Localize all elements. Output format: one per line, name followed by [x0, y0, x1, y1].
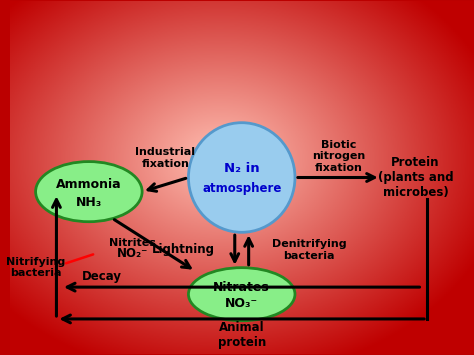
Text: N₂ in: N₂ in	[224, 162, 260, 175]
Ellipse shape	[189, 123, 295, 232]
Text: Lightning: Lightning	[152, 244, 215, 257]
Text: NH₃: NH₃	[76, 196, 102, 209]
Ellipse shape	[36, 162, 142, 222]
Text: Denitrifying
bacteria: Denitrifying bacteria	[272, 239, 346, 261]
Text: NO₂⁻: NO₂⁻	[117, 247, 148, 260]
Text: NO₃⁻: NO₃⁻	[225, 296, 258, 310]
Ellipse shape	[189, 268, 295, 321]
Text: Protein
(plants and
microbes): Protein (plants and microbes)	[378, 156, 453, 199]
Text: Nitrites: Nitrites	[109, 238, 156, 248]
Text: Animal
protein: Animal protein	[218, 321, 266, 349]
Text: Nitrifying
bacteria: Nitrifying bacteria	[6, 257, 65, 278]
Text: Decay: Decay	[82, 270, 122, 283]
Text: Industrial
fixation: Industrial fixation	[135, 147, 195, 169]
Text: atmosphere: atmosphere	[202, 182, 282, 195]
Text: Ammonia: Ammonia	[56, 178, 122, 191]
Text: Nitrates: Nitrates	[213, 281, 270, 294]
Text: Biotic
nitrogen
fixation: Biotic nitrogen fixation	[312, 140, 365, 173]
